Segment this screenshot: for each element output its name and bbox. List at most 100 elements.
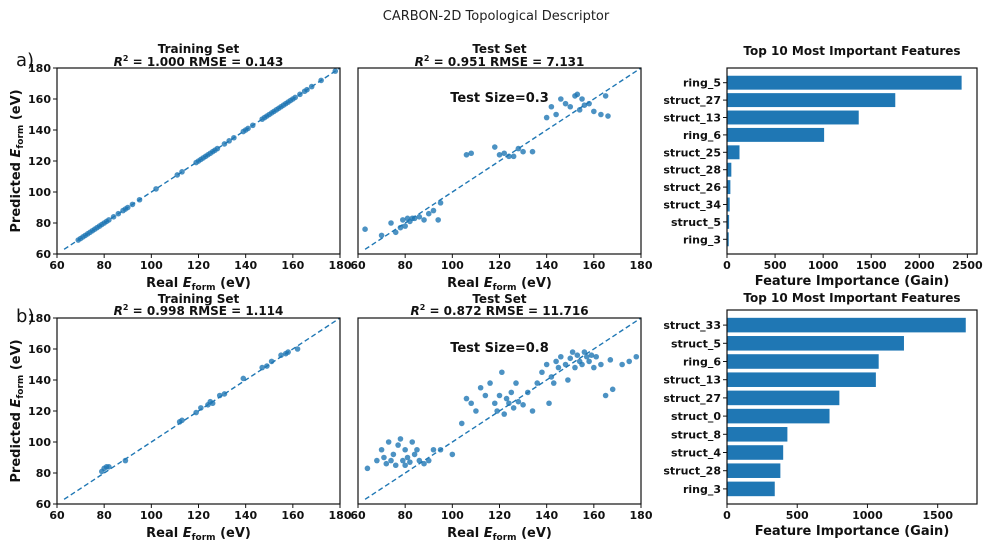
panel-title: Test Set — [472, 42, 527, 56]
data-point — [553, 111, 559, 118]
feature-label: struct_5 — [671, 337, 721, 350]
data-point — [402, 446, 408, 453]
data-point — [513, 380, 519, 386]
data-point — [558, 353, 564, 360]
data-point — [586, 358, 592, 365]
feature-label: struct_0 — [671, 410, 721, 423]
data-point — [106, 464, 112, 470]
data-point — [153, 186, 159, 192]
data-point — [508, 389, 515, 396]
y-tick-label: 180 — [28, 62, 51, 75]
feature-label: struct_13 — [663, 374, 721, 387]
data-point — [548, 374, 555, 380]
data-point — [106, 217, 112, 223]
data-point — [435, 217, 441, 223]
data-point — [525, 389, 531, 396]
x-tick-label: 2500 — [952, 259, 983, 272]
data-point — [404, 454, 411, 461]
feature-bar — [727, 481, 775, 497]
row-label-b: b) — [16, 306, 34, 327]
x-tick-label: 500 — [786, 509, 809, 522]
panel-title: Top 10 Most Important Features — [743, 291, 960, 305]
data-point — [515, 398, 522, 405]
y-tick-label: 100 — [28, 436, 51, 449]
data-point — [425, 210, 432, 217]
data-point — [362, 226, 368, 232]
data-point — [115, 210, 122, 217]
feature-bar — [727, 463, 781, 478]
data-point — [503, 395, 510, 402]
data-point — [395, 442, 401, 448]
data-point — [179, 169, 185, 175]
data-point — [572, 364, 578, 371]
panel-title: Training Set — [158, 292, 240, 306]
x-tick-label: 180 — [630, 259, 653, 272]
data-point — [605, 113, 611, 119]
data-point — [581, 349, 588, 355]
data-point — [400, 457, 406, 464]
data-point — [501, 150, 508, 157]
data-point — [304, 86, 310, 93]
x-tick-label: 180 — [630, 509, 653, 522]
x-tick-label: 140 — [535, 259, 558, 272]
y-tick-label: 80 — [36, 217, 52, 230]
feature-bar — [727, 162, 732, 177]
data-point — [579, 96, 585, 102]
feature-bar — [727, 408, 830, 424]
data-point — [392, 462, 399, 469]
data-point — [381, 454, 387, 461]
panel-title: Test Set — [472, 292, 527, 306]
data-point — [602, 93, 609, 99]
feature-bar — [727, 197, 730, 212]
data-point — [297, 91, 303, 98]
data-point — [558, 96, 564, 102]
data-point — [501, 411, 508, 417]
feature-bar — [727, 336, 904, 351]
data-point — [506, 153, 512, 160]
data-point — [598, 361, 604, 368]
data-point — [534, 380, 541, 386]
data-point — [576, 107, 583, 113]
x-tick-label: 100 — [140, 259, 163, 272]
metrics-label: R2 = 0.998 RMSE = 1.114 — [114, 303, 284, 318]
data-point — [468, 150, 475, 157]
x-tick-label: 80 — [97, 259, 113, 272]
data-point — [245, 125, 251, 132]
y-tick-label: 140 — [28, 374, 51, 387]
data-point — [482, 392, 489, 399]
data-point — [407, 459, 413, 465]
data-point — [249, 122, 256, 129]
panel-6: Top 10 Most Important Features struct_33s… — [663, 291, 978, 539]
feature-label: struct_27 — [663, 392, 721, 405]
feature-bar — [727, 390, 840, 406]
feature-label: struct_26 — [663, 181, 721, 194]
x-tick-label: 60 — [49, 509, 65, 522]
data-point — [567, 103, 574, 110]
data-point — [477, 384, 484, 391]
data-point — [510, 405, 517, 411]
y-axis-label: Predicted Eform (eV) — [9, 339, 26, 482]
data-point — [598, 111, 604, 118]
data-point — [529, 148, 536, 155]
x-tick-label: 140 — [535, 509, 558, 522]
panel-3: Top 10 Most Important Features ring_5stru… — [663, 44, 983, 289]
data-point — [209, 400, 216, 407]
x-tick-label: 1500 — [856, 259, 887, 272]
data-point — [449, 451, 456, 458]
feature-bar — [727, 75, 962, 90]
data-point — [619, 361, 625, 368]
data-point — [411, 215, 418, 222]
x-tick-label: 60 — [350, 259, 366, 272]
data-point — [567, 355, 574, 362]
x-tick-label: 180 — [329, 509, 352, 522]
data-point — [198, 405, 204, 411]
feature-bar — [727, 354, 879, 369]
data-point — [510, 153, 517, 160]
data-point — [421, 460, 427, 467]
data-point — [174, 172, 181, 178]
data-point — [506, 400, 512, 407]
data-point — [569, 349, 576, 355]
x-tick-label: 80 — [398, 259, 414, 272]
